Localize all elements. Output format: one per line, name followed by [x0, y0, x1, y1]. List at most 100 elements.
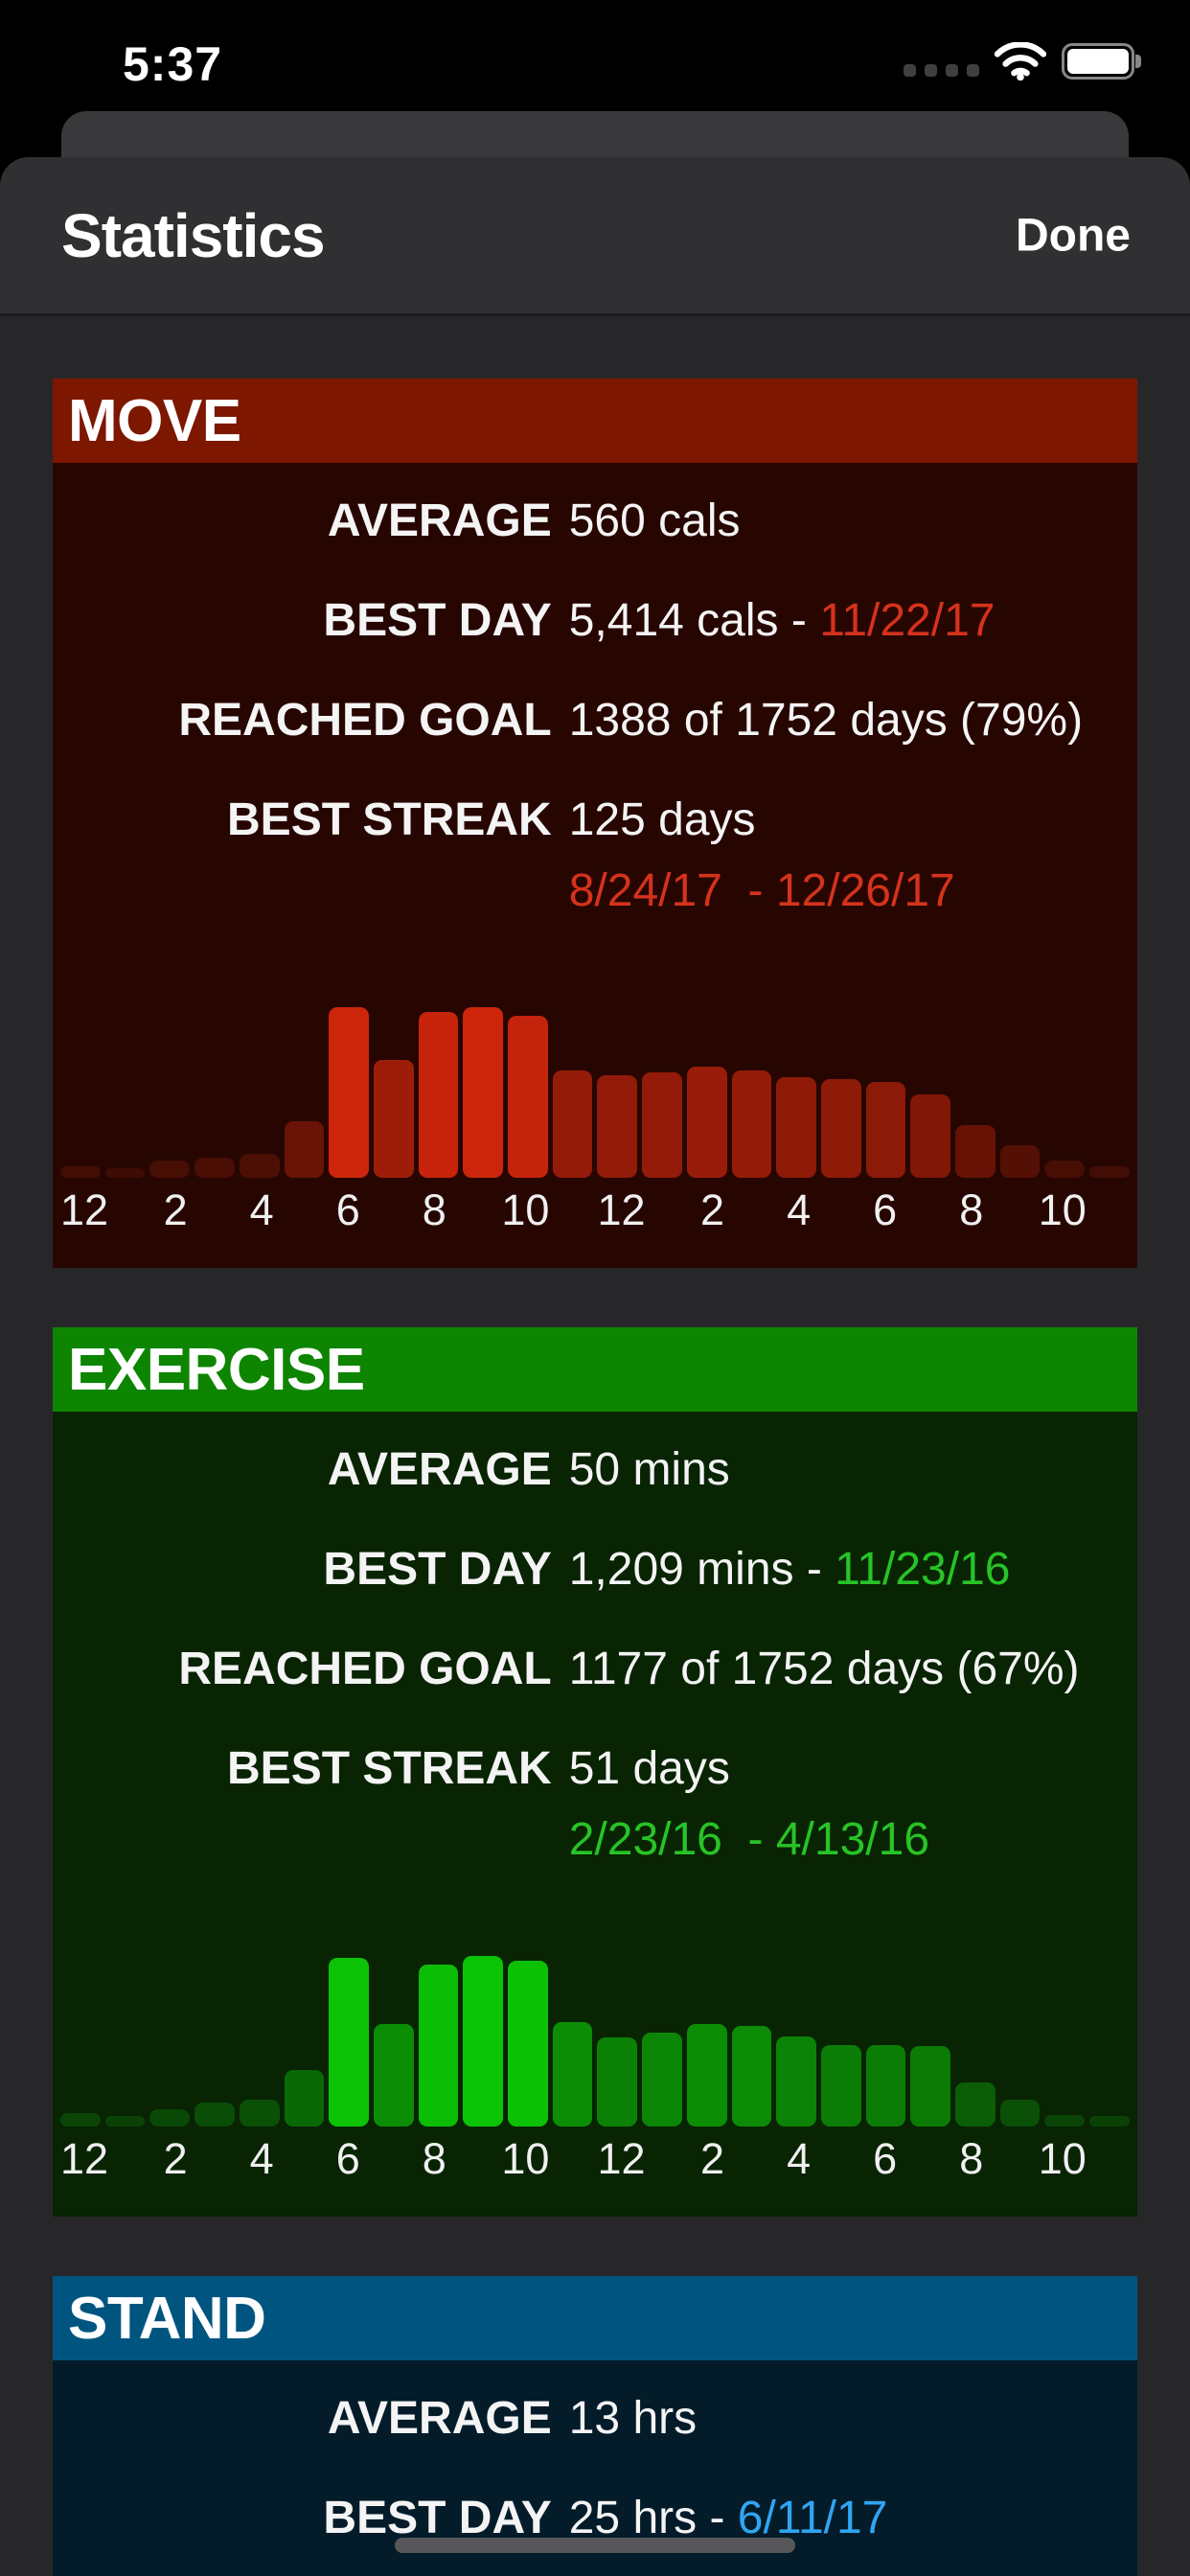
- bar: [418, 1012, 459, 1178]
- x-axis-label: [286, 2134, 324, 2184]
- signal-dot: [946, 63, 958, 77]
- scroll-area[interactable]: MOVE AVERAGE 560 cals BEST DAY 5,414 cals -…: [0, 319, 1190, 2576]
- bar: [284, 1121, 325, 1178]
- bar: [776, 2036, 816, 2127]
- bar: [552, 2022, 593, 2127]
- cards: MOVE AVERAGE 560 cals BEST DAY 5,414 cals -…: [0, 379, 1190, 2576]
- section-header-stand: STAND: [53, 2276, 1137, 2360]
- x-axis-label: [113, 1185, 151, 1235]
- x-axis-label: 4: [249, 2134, 274, 2183]
- x-axis-label: 2: [700, 2134, 725, 2183]
- bar: [60, 1166, 101, 1178]
- x-axis-label: 8: [959, 2134, 984, 2183]
- bar: [508, 1016, 548, 1178]
- bar: [195, 2103, 235, 2127]
- navbar: Statistics Done: [0, 157, 1190, 316]
- x-axis-label: [458, 1185, 496, 1235]
- bar: [508, 1961, 548, 2127]
- stat-label: BEST STREAK: [227, 1742, 552, 1794]
- page-title: Statistics: [61, 200, 326, 270]
- x-axis-label: 6: [335, 2134, 360, 2183]
- section-card: MOVE AVERAGE 560 cals BEST DAY 5,414 cals -…: [53, 379, 1137, 1268]
- bar: [239, 2100, 280, 2127]
- x-axis-label: 10: [1038, 1185, 1087, 1234]
- signal-dot: [925, 63, 937, 77]
- stat-label: BEST DAY: [323, 1543, 552, 1595]
- stat-value: 1,209 mins -: [568, 1543, 835, 1595]
- x-axis-label: 8: [422, 2134, 446, 2183]
- bar: [1089, 1166, 1130, 1178]
- stat-label: AVERAGE: [327, 494, 552, 546]
- stat-value: 13 hrs: [568, 2392, 698, 2444]
- x-axis-label: 10: [1038, 2134, 1087, 2183]
- x-axis-label: [823, 1185, 861, 1235]
- stat-label: BEST STREAK: [227, 794, 552, 845]
- bar: [642, 1072, 682, 1178]
- wifi-icon: [995, 42, 1046, 80]
- streak-dates-row: 8/24/17 - 12/26/17: [53, 862, 1137, 919]
- bar: [597, 2037, 638, 2127]
- x-axis-label: 8: [422, 1185, 446, 1234]
- bar: [865, 2045, 906, 2127]
- battery-icon: [1062, 43, 1141, 80]
- section-body-move: AVERAGE 560 cals BEST DAY 5,414 cals - 11/2…: [53, 463, 1137, 1268]
- stat-row: BEST STREAK 51 days: [53, 1718, 1137, 1818]
- x-axis-label: [909, 2134, 948, 2184]
- stat-label: REACHED GOAL: [178, 694, 552, 746]
- hourly-bar-chart-exercise: 12 2 4 6 8 10 12 2 4 6 8 10: [60, 1956, 1130, 2184]
- stat-value: 1177 of 1752 days (67%): [568, 1643, 1080, 1694]
- bar: [865, 1082, 906, 1178]
- stat-date: 11/22/17: [819, 594, 995, 646]
- x-axis-labels: 12 2 4 6 8 10 12 2 4 6 8 10: [60, 1185, 1130, 1235]
- bar: [104, 2116, 146, 2127]
- x-axis-label: 2: [700, 1185, 725, 1234]
- stat-value: 50 mins: [568, 1443, 730, 1495]
- bar: [149, 1161, 191, 1178]
- section-header-move: MOVE: [53, 379, 1137, 463]
- bar: [329, 1007, 369, 1178]
- stat-label: AVERAGE: [327, 1443, 552, 1495]
- x-axis-label: [909, 1185, 948, 1235]
- statistics-sheet: Statistics Done MOVE AVERAGE 560 cals BEST…: [0, 157, 1190, 2576]
- bars: [60, 1007, 1130, 1178]
- stat-value: 560 cals: [568, 494, 741, 546]
- stat-label: REACHED GOAL: [178, 1643, 552, 1694]
- x-axis-label: [1091, 1185, 1130, 1235]
- x-axis-labels: 12 2 4 6 8 10 12 2 4 6 8 10: [60, 2134, 1130, 2184]
- x-axis-label: 4: [787, 2134, 812, 2183]
- bar: [552, 1070, 593, 1178]
- bar: [820, 2045, 861, 2127]
- x-axis-label: [651, 2134, 689, 2184]
- bar: [284, 2070, 325, 2127]
- bar: [731, 2026, 772, 2127]
- stat-row: BEST DAY 5,414 cals - 11/22/17: [53, 570, 1137, 670]
- bars: [60, 1956, 1130, 2127]
- x-axis-label: 12: [60, 1185, 109, 1234]
- x-axis-label: [1091, 2134, 1130, 2184]
- stat-date: 2/23/16 - 4/13/16: [568, 1813, 930, 1865]
- home-indicator: [395, 2538, 795, 2553]
- bar: [373, 1060, 414, 1178]
- done-button[interactable]: Done: [1016, 210, 1131, 261]
- status-bar: 5:37: [0, 0, 1190, 111]
- stat-row: AVERAGE 560 cals: [53, 471, 1137, 570]
- x-axis-label: 8: [959, 1185, 984, 1234]
- x-axis-label: 6: [873, 1185, 898, 1234]
- bar: [686, 1067, 727, 1178]
- stat-value: 5,414 cals -: [568, 594, 820, 646]
- bar: [1089, 2116, 1130, 2127]
- streak-dates-row: 2/23/16 - 4/13/16: [53, 1810, 1137, 1868]
- bar: [820, 1079, 861, 1178]
- signal-dot: [967, 63, 979, 77]
- x-axis-label: [995, 1185, 1034, 1235]
- stat-value: 1388 of 1752 days (79%): [568, 694, 1084, 746]
- bar: [955, 2082, 995, 2127]
- hourly-bar-chart-move: 12 2 4 6 8 10 12 2 4 6 8 10: [60, 1007, 1130, 1235]
- stat-row: AVERAGE 50 mins: [53, 1419, 1137, 1519]
- bar: [955, 1125, 995, 1178]
- bar: [597, 1075, 638, 1178]
- signal-dot: [904, 63, 916, 77]
- bar: [329, 1958, 369, 2127]
- bar: [60, 2113, 101, 2127]
